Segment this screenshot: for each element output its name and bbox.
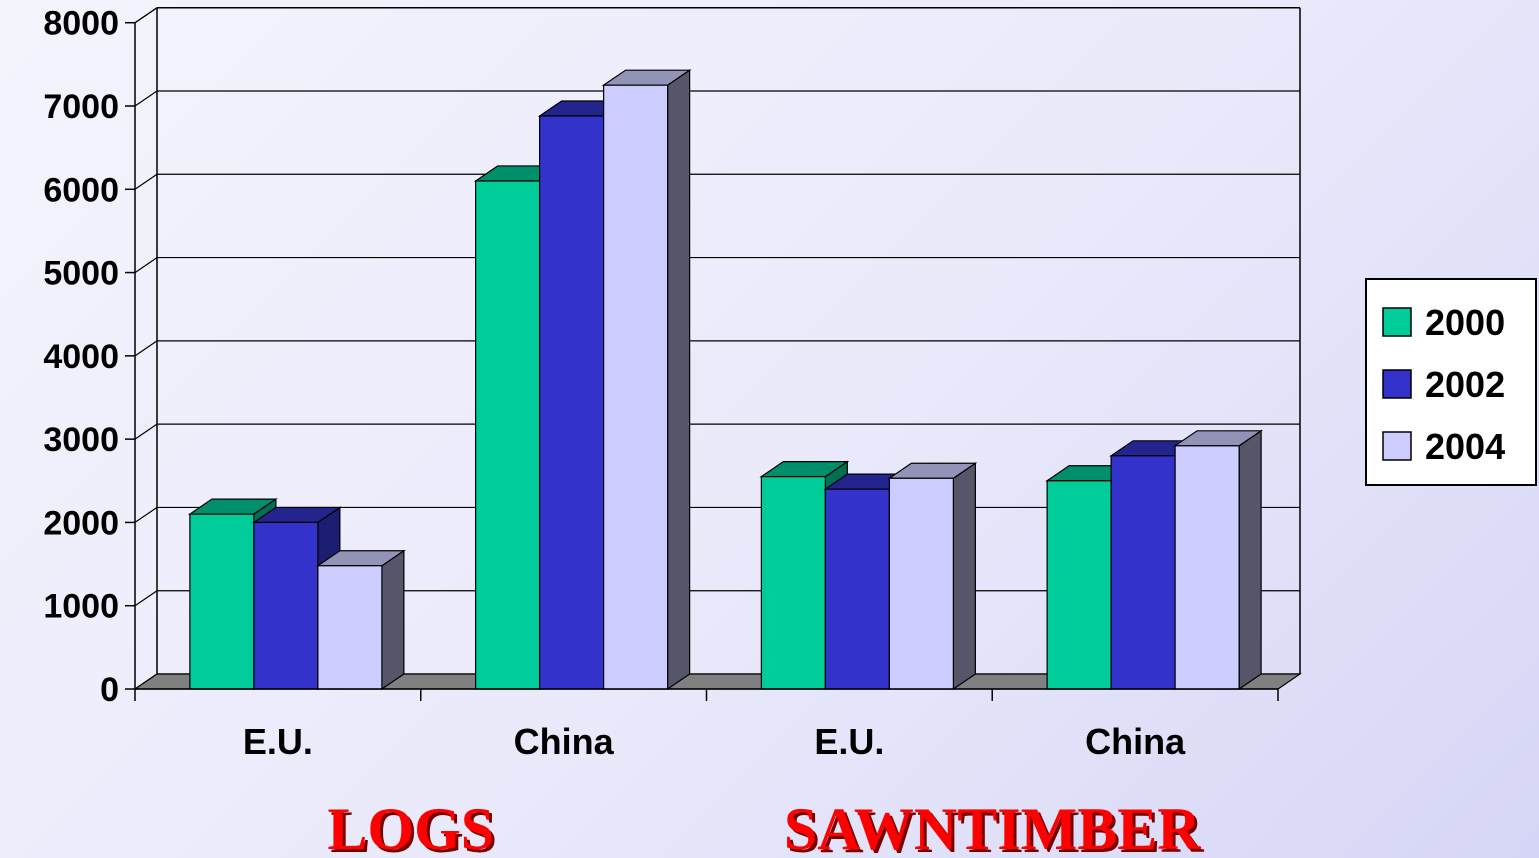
y-tick-label: 5000 (43, 255, 119, 293)
bar (1046, 480, 1112, 690)
side-gridline (134, 173, 158, 190)
bar-side (381, 549, 405, 691)
y-tick-label: 2000 (43, 504, 119, 542)
x-tick-label: E.U. (243, 721, 313, 762)
legend-swatch (1382, 431, 1412, 461)
bar (189, 513, 255, 690)
bar-side (667, 69, 691, 691)
legend-label: 2000 (1425, 302, 1505, 343)
bars (187, 69, 1264, 691)
bar (253, 521, 319, 690)
legend-swatch (1382, 307, 1412, 337)
legend-swatch (1382, 369, 1412, 399)
bar-side (1238, 429, 1262, 691)
bar (888, 477, 954, 690)
bar (760, 476, 826, 690)
legend: 2000 2002 2004 (1365, 278, 1537, 486)
side-gridline (134, 90, 158, 107)
side-gridline (134, 506, 158, 523)
bar (1174, 445, 1240, 690)
y-tick-label: 0 (100, 671, 119, 709)
side-gridline (134, 423, 158, 440)
group-label-shadow: SAWNTIMBER (787, 799, 1204, 858)
y-tick-label: 8000 (43, 5, 119, 43)
bar (539, 115, 605, 690)
y-tick-label: 1000 (43, 588, 119, 626)
y-tick-label: 7000 (43, 88, 119, 126)
side-wall-top (134, 7, 158, 24)
side-gridline (134, 340, 158, 357)
side-gridline (134, 590, 158, 607)
y-axis: 0 1000 2000 3000 4000 5000 6000 7000 8000 (43, 5, 135, 709)
x-tick-label: China (514, 721, 615, 762)
y-tick-label: 3000 (43, 421, 119, 459)
bar (475, 180, 541, 690)
y-tick-label: 6000 (43, 171, 119, 209)
bar-side (952, 462, 976, 691)
legend-label: 2002 (1425, 364, 1505, 405)
chart-walls (133, 6, 1302, 690)
group-label: SAWNTIMBER (784, 796, 1201, 858)
y-tick-label: 4000 (43, 338, 119, 376)
bar (603, 84, 669, 690)
x-tick-label: E.U. (814, 721, 884, 762)
group-label-shadow: LOGS (330, 799, 497, 858)
x-axis: E.U. China E.U. China (134, 688, 1279, 762)
bar (1110, 455, 1176, 690)
group-label: LOGS (327, 796, 494, 858)
x-tick-label: China (1085, 721, 1186, 762)
side-gridline (134, 257, 158, 274)
bar (824, 488, 890, 690)
bar (317, 565, 383, 690)
legend-label: 2004 (1425, 426, 1505, 467)
